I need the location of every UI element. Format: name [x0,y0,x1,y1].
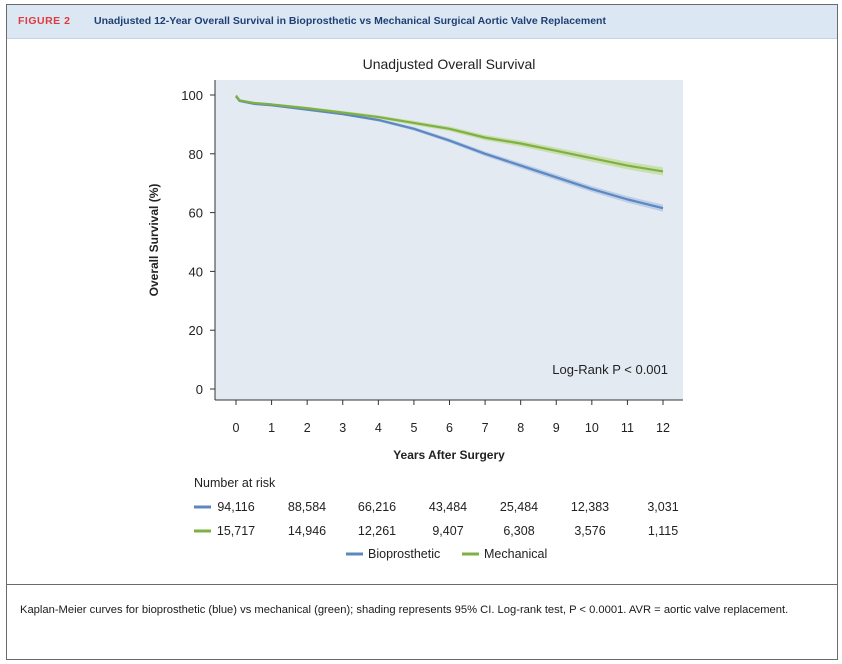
bioprosthetic-risk-value: 88,584 [288,500,326,514]
x-tick-label: 5 [410,421,417,435]
chart-title: Unadjusted Overall Survival [363,56,536,72]
x-tick-label: 10 [585,421,599,435]
x-axis-label: Years After Surgery [393,448,505,462]
figure-label: FIGURE 2 [18,15,71,27]
y-tick-label: 0 [196,382,203,397]
figure-caption: Kaplan-Meier curves for bioprosthetic (b… [20,604,789,616]
bioprosthetic-risk-value: 43,484 [429,500,467,514]
number-at-risk-label: Number at risk [194,476,276,490]
mechanical-risk-value: 12,261 [358,524,396,538]
figure-header: FIGURE 2 Unadjusted 12-Year Overall Surv… [7,5,837,39]
bioprosthetic-risk-value: 66,216 [358,500,396,514]
x-tick-label: 2 [304,421,311,435]
bioprosthetic-risk-value: 12,383 [571,500,609,514]
bioprosthetic-risk-value: 94,116 [217,500,254,514]
x-tick-label: 3 [339,421,346,435]
plot-area [215,80,683,400]
y-tick-label: 100 [181,88,203,103]
caption-divider [7,584,837,585]
y-tick-label: 20 [189,323,203,338]
mechanical-survival-line [235,94,664,173]
y-tick-label: 80 [189,147,203,162]
x-tick-label: 6 [446,421,453,435]
x-tick-label: 11 [621,421,634,435]
x-tick-label: 12 [656,421,670,435]
figure-title: Unadjusted 12-Year Overall Survival in B… [94,15,606,27]
mechanical-risk-value: 15,717 [217,524,255,538]
mechanical-ci-band [236,95,663,176]
legend-label-bioprosthetic: Bioprosthetic [368,547,440,561]
x-tick-label: 7 [482,421,489,435]
y-tick-label: 60 [189,206,203,221]
x-tick-label: 9 [553,421,560,435]
mechanical-risk-value: 6,308 [503,524,534,538]
y-axis-label: Overall Survival (%) [147,184,161,297]
mechanical-risk-value: 3,576 [574,524,605,538]
bioprosthetic-ci-band [236,95,663,212]
bioprosthetic-risk-value: 3,031 [647,500,678,514]
y-tick-label: 40 [189,264,203,279]
bioprosthetic-risk-value: 25,484 [500,500,538,514]
x-tick-label: 8 [517,421,524,435]
mechanical-risk-value: 1,115 [648,524,678,538]
mechanical-risk-value: 14,946 [288,524,326,538]
legend-label-mechanical: Mechanical [484,547,547,561]
log-rank-annotation: Log-Rank P < 0.001 [552,362,668,377]
x-tick-label: 4 [375,421,382,435]
mechanical-risk-value: 9,407 [432,524,463,538]
x-tick-label: 1 [268,421,275,435]
x-tick-label: 0 [233,421,240,435]
